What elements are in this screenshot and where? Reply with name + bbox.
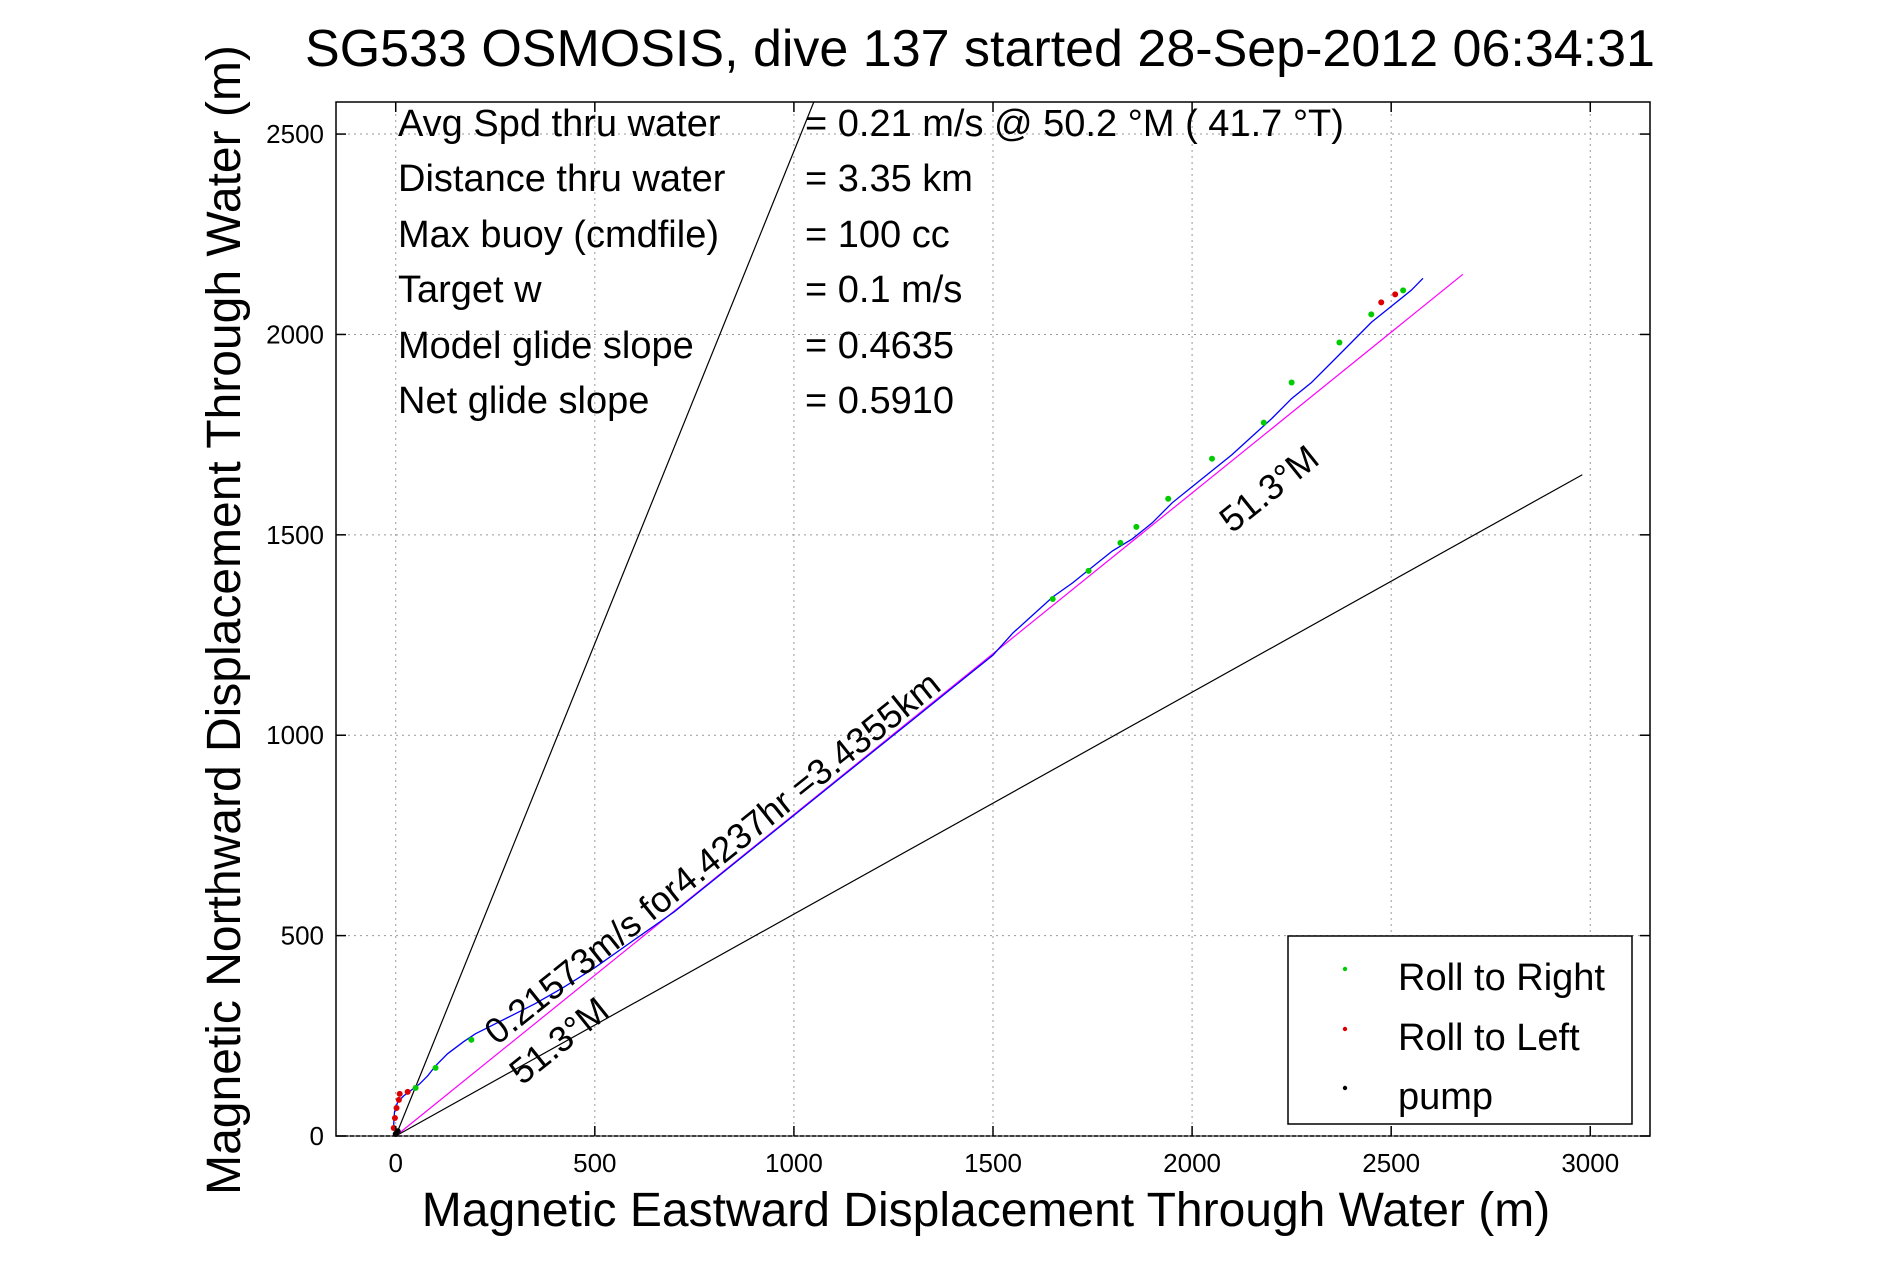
y-tick-label-500: 500 xyxy=(281,921,324,951)
roll-left-point xyxy=(393,1104,400,1111)
legend-marker-roll-right xyxy=(1342,966,1348,972)
legend-label-roll-right: Roll to Right xyxy=(1398,957,1605,999)
x-tick-label-2500: 2500 xyxy=(1362,1148,1420,1178)
roll-right-point xyxy=(1117,539,1124,546)
info-label-model-glide: Model glide slope xyxy=(398,325,694,367)
info-label-distance: Distance thru water xyxy=(398,158,726,200)
legend-item-roll-left: Roll to Left xyxy=(1342,1017,1580,1059)
roll-right-point xyxy=(1133,523,1140,530)
roll-right-point xyxy=(432,1064,439,1071)
roll-right-point xyxy=(1400,287,1407,294)
info-value-model-glide: = 0.4635 xyxy=(805,325,954,367)
roll-right-point xyxy=(1260,419,1267,426)
legend-item-pump: pump xyxy=(1342,1076,1493,1118)
legend-marker-pump xyxy=(1342,1085,1348,1091)
info-value-distance: = 3.35 km xyxy=(805,158,973,200)
info-value-max-buoy: = 100 cc xyxy=(805,214,950,256)
roll-right-point xyxy=(1049,595,1056,602)
roll-right-point xyxy=(1165,495,1172,502)
guide-line-1 xyxy=(395,101,815,1137)
info-value-target-w: = 0.1 m/s xyxy=(805,269,962,311)
y-tick-label-2500: 2500 xyxy=(266,119,324,149)
y-tick-label-2000: 2000 xyxy=(266,319,324,349)
info-value-net-glide: = 0.5910 xyxy=(805,380,954,422)
y-axis-label: Magnetic Northward Displacement Through … xyxy=(198,45,251,1195)
x-tick-label-0: 0 xyxy=(388,1148,402,1178)
legend-label-pump: pump xyxy=(1398,1076,1493,1118)
info-label-avg-speed: Avg Spd thru water xyxy=(398,103,721,145)
legend-label-roll-left: Roll to Left xyxy=(1398,1017,1580,1059)
y-axis-ticks: 0 500 1000 1500 2000 2500 xyxy=(266,119,1650,1151)
roll-left-point xyxy=(404,1088,411,1095)
guide-lines xyxy=(395,101,1583,1137)
roll-right-point xyxy=(1368,311,1375,318)
info-label-target-w: Target w xyxy=(398,269,542,311)
roll-left-point xyxy=(1378,299,1385,306)
legend-marker-roll-left xyxy=(1342,1026,1348,1032)
legend: Roll to Right Roll to Left pump xyxy=(1287,935,1633,1125)
net-displacement-line xyxy=(395,273,1464,1137)
y-tick-label-1500: 1500 xyxy=(266,520,324,550)
roll-right-point xyxy=(1336,339,1343,346)
x-tick-label-2000: 2000 xyxy=(1163,1148,1221,1178)
x-tick-label-500: 500 xyxy=(573,1148,616,1178)
roll-left-point xyxy=(396,1090,403,1097)
guide-line-2 xyxy=(395,474,1583,1137)
legend-item-roll-right: Roll to Right xyxy=(1342,957,1605,999)
roll-right-point xyxy=(412,1084,419,1091)
net-line xyxy=(395,273,1464,1137)
y-tick-label-0: 0 xyxy=(310,1121,324,1151)
grid-lines xyxy=(336,102,1650,1137)
x-axis-ticks: 0 500 1000 1500 2000 2500 3000 xyxy=(388,102,1619,1178)
roll-right-point xyxy=(1085,567,1092,574)
roll-left-point xyxy=(391,1114,398,1121)
x-tick-label-1500: 1500 xyxy=(964,1148,1022,1178)
roll-left-point xyxy=(1392,291,1399,298)
info-value-avg-speed: = 0.21 m/s @ 50.2 °M ( 41.7 °T) xyxy=(805,103,1344,145)
y-tick-label-1000: 1000 xyxy=(266,720,324,750)
roll-right-point xyxy=(1288,379,1295,386)
chart-title: SG533 OSMOSIS, dive 137 started 28-Sep-2… xyxy=(305,20,1655,78)
info-label-net-glide: Net glide slope xyxy=(398,380,649,422)
info-label-max-buoy: Max buoy (cmdfile) xyxy=(398,214,719,256)
roll-left-point xyxy=(395,1096,402,1103)
x-axis-label: Magnetic Eastward Displacement Through W… xyxy=(422,1184,1550,1237)
roll-right-point xyxy=(1209,455,1215,462)
x-tick-label-3000: 3000 xyxy=(1561,1148,1619,1178)
roll-right-point xyxy=(468,1036,475,1043)
x-tick-label-1000: 1000 xyxy=(765,1148,823,1178)
info-block: Avg Spd thru water = 0.21 m/s @ 50.2 °M … xyxy=(398,103,1344,422)
